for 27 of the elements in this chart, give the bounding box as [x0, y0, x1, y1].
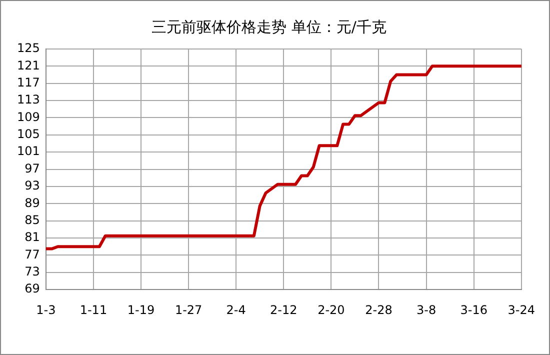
x-tick-label: 2-28	[365, 302, 392, 317]
x-tick-label: 3-8	[416, 302, 436, 317]
y-tick-label: 121	[17, 58, 40, 72]
x-tick-label: 1-11	[80, 302, 108, 317]
y-tick-label: 81	[24, 230, 40, 244]
y-tick-label: 125	[17, 41, 40, 56]
y-tick-label: 69	[24, 282, 40, 296]
y-tick-label: 101	[17, 144, 40, 158]
y-tick-label: 97	[24, 161, 40, 176]
x-tick-label: 3-16	[460, 302, 488, 317]
y-tick-label: 109	[17, 110, 40, 124]
y-tick-label: 77	[24, 247, 40, 262]
y-tick-label: 117	[17, 75, 40, 90]
x-tick-label: 2-4	[226, 302, 246, 317]
x-tick-label: 2-20	[318, 302, 345, 317]
x-tick-label: 1-3	[36, 302, 56, 317]
y-tick-label: 73	[24, 264, 40, 279]
x-tick-label: 3-24	[508, 302, 535, 317]
x-tick-label: 1-19	[127, 302, 155, 317]
y-tick-label: 113	[17, 92, 40, 107]
y-tick-label: 89	[24, 196, 40, 210]
chart-title: 三元前驱体价格走势 单位：元/千克	[152, 18, 386, 36]
y-tick-label: 85	[24, 212, 40, 227]
y-tick-label: 105	[17, 127, 40, 142]
x-tick-label: 1-27	[174, 302, 202, 317]
y-tick-label: 93	[24, 178, 40, 193]
x-tick-label: 2-12	[270, 302, 298, 317]
